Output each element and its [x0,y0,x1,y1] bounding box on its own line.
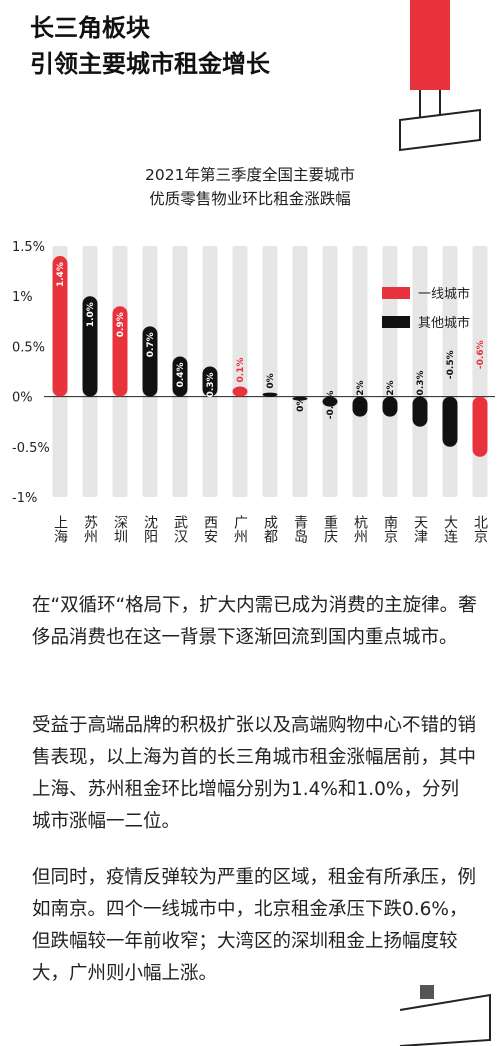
x-tick-label: 北京 [472,515,488,543]
x-tick-label: 沈阳 [142,515,158,543]
value-label: -0.2% [386,381,396,410]
value-label: -0.1% [326,391,336,420]
header-title: 长三角板块 [30,14,150,42]
bar [292,396,308,401]
value-label: 0.7% [146,332,156,357]
y-tick-label: 1% [12,290,33,305]
bar [412,396,428,427]
value-label: 0% [296,397,306,412]
header-title: 引领主要城市租金增长 [30,50,271,78]
x-tick-label: 大连 [442,515,458,544]
bar [232,386,248,397]
y-tick-label: -1% [12,491,37,506]
bar [202,366,218,397]
x-tick-label: 杭州 [352,515,368,543]
y-tick-label: 1.5% [12,240,45,255]
x-tick-label: 天津 [412,515,428,543]
y-tick-label: -0.5% [12,441,50,456]
value-label: 1.4% [56,262,66,287]
value-label: 0% [266,373,276,388]
x-tick-label: 武汉 [172,515,188,543]
value-label: -0.6% [476,340,486,369]
bar [82,296,98,397]
y-tick-label: 0% [12,391,33,406]
x-tick-label: 苏州 [82,515,98,543]
bar [442,396,458,447]
chart-title: 优质零售物业环比租金涨跌幅 [149,190,351,208]
bar [322,396,338,407]
value-label: 0.4% [176,362,186,387]
bar-background [382,246,398,497]
bar [472,396,488,457]
legend-label: 其他城市 [418,315,470,331]
bar [262,392,278,397]
bar [142,326,158,397]
bar [52,256,68,397]
value-label: -0.2% [356,381,366,410]
legend-swatch [382,287,410,299]
value-label: 1.0% [86,302,96,327]
value-label: -0.5% [446,350,456,379]
x-tick-label: 青岛 [292,515,308,543]
x-tick-label: 广州 [232,515,248,543]
x-tick-label: 南京 [382,515,398,543]
bar-background [232,246,248,497]
x-tick-label: 成都 [262,515,278,543]
y-tick-label: 0.5% [12,340,45,355]
value-label: 0.3% [206,372,216,397]
bar [382,396,398,417]
value-label: 0.9% [116,312,126,337]
bar-background [412,246,428,497]
paragraph: 受益于高端品牌的积极扩张以及高端购物中心不错的销售表现，以上海为首的长三角城市租… [32,715,477,832]
x-tick-label: 上海 [52,515,68,543]
decoration [399,0,491,1046]
bar-background [262,246,278,497]
x-tick-label: 深圳 [112,515,128,543]
bar [172,356,188,397]
bar-background [322,246,338,497]
bar-background [292,246,308,497]
legend-swatch [382,316,410,328]
bar [352,396,368,417]
x-tick-label: 西安 [202,515,218,543]
bar [112,306,128,397]
x-tick-label: 重庆 [322,515,338,543]
value-label: 0.1% [236,358,246,383]
paragraph: 但同时，疫情反弹较为严重的区域，租金有所承压，例如南京。四个一线城市中，北京租金… [32,867,477,984]
legend-label: 一线城市 [418,286,470,302]
bar-background [472,246,488,497]
bar-background [352,246,368,497]
paragraph: 在“双循环“格局下，扩大内需已成为消费的主旋律。奢侈品消费也在这一背景下逐渐回流… [32,595,477,648]
chart-title: 2021年第三季度全国主要城市 [145,166,355,184]
value-label: -0.3% [416,370,426,399]
